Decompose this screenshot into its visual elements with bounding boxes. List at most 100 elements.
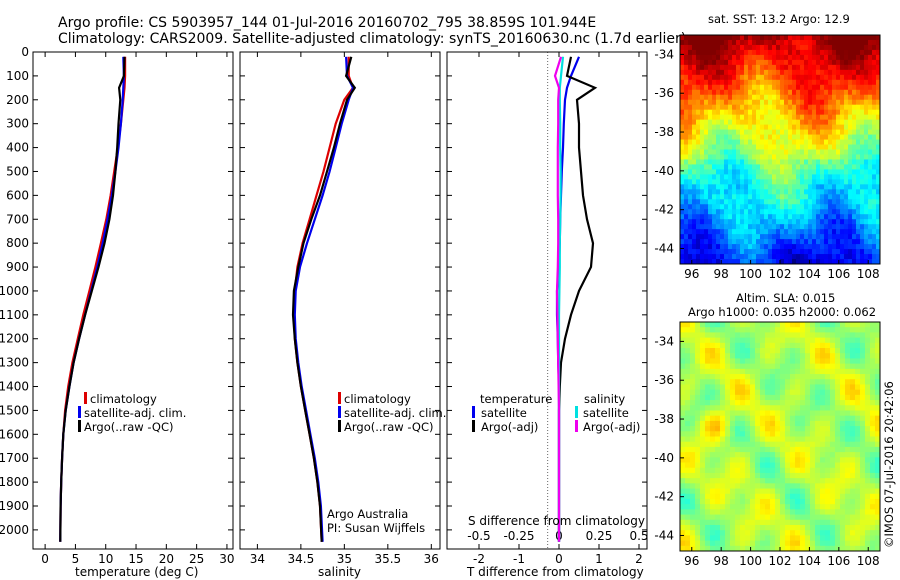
sla-cell [790,394,796,401]
sst-cell [784,129,789,135]
sla-cell [735,379,741,385]
sla-cell [735,509,741,515]
sla-cell [725,446,731,453]
sla-cell [725,545,731,552]
lon-tick-label: 102 [769,267,792,281]
sst-cell [772,224,777,230]
sst-cell [732,244,737,250]
sla-cell [785,405,791,411]
sla-cell [685,353,691,359]
sst-cell [744,194,749,200]
sst-cell [824,244,829,250]
sst-cell [760,229,765,235]
sla-cell [705,545,711,552]
sla-cell [685,426,691,432]
sla-cell [775,426,781,432]
sla-cell [750,405,756,411]
sla-cell [770,446,776,453]
sla-cell [725,462,731,469]
sst-cell [876,114,881,121]
sst-cell [712,169,717,175]
sst-cell [844,79,849,86]
sst-cell [748,224,753,230]
sst-cell [808,229,813,235]
sst-cell [868,129,873,135]
sla-cell [760,540,766,547]
sla-cell [800,322,806,328]
sla-cell [730,452,736,458]
sla-cell [765,436,771,443]
sla-cell [800,358,806,365]
sst-cell [748,35,753,41]
sst-cell [768,109,773,116]
sst-cell [828,59,833,66]
sst-cell [772,114,777,121]
sst-cell [700,229,705,235]
sla-cell [855,483,861,489]
sst-cell [808,154,813,160]
sst-cell [688,64,693,71]
sla-cell [745,400,751,406]
sla-cell [810,441,816,448]
sst-cell [836,259,841,265]
sst-cell [764,159,769,165]
sla-cell [835,389,841,396]
sst-cell [852,169,857,175]
sla-cell [845,530,851,536]
sla-cell [700,322,706,328]
sla-cell [745,394,751,401]
sla-cell [720,389,726,396]
sla-cell [705,524,711,531]
sla-cell [775,535,781,541]
sla-cell [835,540,841,547]
sla-cell [685,342,691,349]
y-tick-label: 1500 [0,403,29,417]
sst-cell [692,94,697,101]
sst-cell [712,74,717,81]
sst-cell [720,179,725,185]
sla-cell [755,535,761,541]
sst-cell [744,74,749,81]
x-tick-label: 34.5 [288,552,315,566]
sst-cell [704,89,709,96]
sst-cell [752,189,757,195]
sst-cell [704,199,709,205]
sst-cell [720,64,725,71]
sla-cell [750,436,756,443]
sla-cell [815,472,821,479]
sst-cell [772,99,777,106]
sla-cell [790,363,796,370]
sst-cell [688,154,693,160]
sla-cell [715,493,721,500]
sst-cell [864,224,869,230]
sst-cell [700,164,705,170]
sst-cell [872,144,877,150]
sst-cell [692,209,697,215]
sst-cell [732,59,737,66]
sst-cell [808,214,813,220]
sst-cell [840,219,845,225]
sla-cell [805,358,811,365]
sla-cell [810,514,816,521]
lon-tick-label: 100 [739,267,762,281]
sla-cell [780,535,786,541]
sla-cell [740,540,746,547]
sla-cell [685,322,691,328]
sst-cell [844,159,849,165]
sla-cell [795,436,801,443]
sla-cell [720,431,726,437]
sla-cell [755,342,761,349]
sst-cell [820,209,825,215]
sst-cell [744,144,749,150]
sst-cell [704,224,709,230]
sla-cell [865,446,871,453]
sla-cell [860,540,866,547]
sla-cell [760,530,766,536]
sst-cell [700,194,705,200]
sla-cell [840,519,846,526]
sst-cell [856,239,861,245]
sst-cell [752,174,757,180]
sst-cell [824,164,829,170]
sla-cell [815,436,821,443]
sst-cell [680,154,685,160]
